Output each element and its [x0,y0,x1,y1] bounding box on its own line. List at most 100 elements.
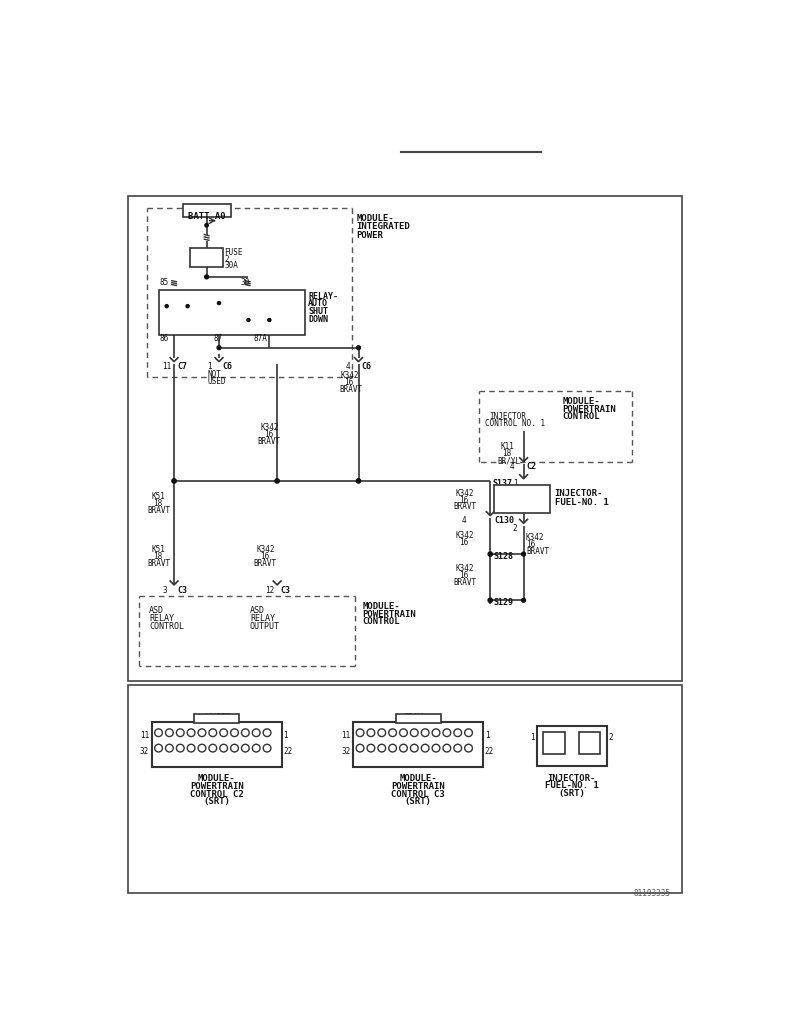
Text: S137: S137 [493,478,513,487]
Circle shape [399,744,407,752]
Text: MODULE-: MODULE- [399,774,437,783]
Circle shape [367,729,375,736]
Circle shape [432,729,440,736]
Text: ASD: ASD [149,606,165,615]
Text: CONTROL: CONTROL [562,413,600,422]
Text: RELAY: RELAY [250,614,275,624]
Text: 16: 16 [460,538,468,547]
Text: 12: 12 [266,586,274,595]
Circle shape [443,744,451,752]
Text: INJECTOR-: INJECTOR- [547,773,596,782]
Circle shape [155,744,162,752]
Text: 30: 30 [240,279,250,288]
Bar [578,732,600,754]
Text: INJECTOR-: INJECTOR- [554,489,603,499]
Bar [543,732,565,754]
Text: MODULE-: MODULE- [562,397,600,406]
Text: K51: K51 [152,493,165,502]
Text: POWERTRAIN: POWERTRAIN [562,404,616,414]
Text: 2: 2 [513,524,517,534]
Text: 3: 3 [162,586,167,595]
Text: K342: K342 [341,371,359,380]
Text: 16: 16 [526,541,536,549]
Text: 2: 2 [225,255,229,263]
Circle shape [165,304,168,307]
Bar [537,726,607,766]
Bar [128,685,683,893]
Circle shape [356,744,364,752]
Text: C7: C7 [177,362,187,372]
Circle shape [488,598,493,602]
Text: 2: 2 [608,733,613,742]
Circle shape [209,729,217,736]
Bar [152,722,282,767]
Text: K342: K342 [456,531,474,540]
Text: 1: 1 [530,733,535,742]
Text: K342: K342 [526,534,544,543]
Text: 30A: 30A [225,261,238,269]
Text: 32: 32 [342,746,350,756]
Circle shape [165,729,173,736]
Circle shape [263,744,271,752]
Circle shape [356,479,361,483]
Text: CONTROL: CONTROL [362,617,400,627]
Text: S128: S128 [494,552,513,561]
Circle shape [247,318,250,322]
Text: RELAY-: RELAY- [308,292,338,300]
Text: WHITE: WHITE [206,714,231,723]
Text: MODULE-: MODULE- [356,214,394,223]
Circle shape [378,729,386,736]
Text: BRAVT: BRAVT [526,547,549,556]
Text: 85: 85 [159,279,168,288]
Circle shape [454,744,462,752]
Text: BATT A0: BATT A0 [187,212,225,221]
Text: 1: 1 [207,362,212,372]
Text: POWER: POWER [356,230,383,240]
Text: (SRT): (SRT) [558,788,585,798]
Text: BRAVT: BRAVT [258,437,281,446]
Circle shape [186,304,189,307]
Text: BRAVT: BRAVT [147,559,170,567]
Circle shape [165,744,173,752]
Circle shape [464,744,472,752]
Text: C130: C130 [494,516,514,525]
Circle shape [488,552,493,556]
Text: CONTROL C3: CONTROL C3 [392,790,445,799]
Text: GRAY: GRAY [403,714,423,723]
Circle shape [231,729,238,736]
Circle shape [176,729,184,736]
Bar [494,484,550,512]
Circle shape [432,744,440,752]
Text: 4: 4 [346,362,350,372]
Text: BRAVT: BRAVT [454,578,477,587]
Text: 87: 87 [214,334,223,343]
Circle shape [198,744,206,752]
Text: 16: 16 [264,430,273,439]
Text: 22: 22 [485,746,494,756]
Circle shape [218,301,221,304]
Circle shape [268,318,271,322]
Circle shape [241,729,249,736]
Circle shape [176,744,184,752]
Circle shape [521,598,525,602]
Text: CONTROL: CONTROL [149,622,184,631]
Bar [396,715,441,724]
Text: MODULE-: MODULE- [362,602,400,611]
Text: (SRT): (SRT) [203,798,230,807]
Circle shape [252,729,260,736]
Circle shape [209,744,217,752]
Text: 16: 16 [460,496,468,505]
Text: C3: C3 [177,586,187,595]
Circle shape [521,552,525,556]
Text: K342: K342 [456,564,474,573]
Text: POWERTRAIN: POWERTRAIN [392,782,445,791]
Circle shape [399,729,407,736]
Text: C2: C2 [527,463,536,471]
Text: 22: 22 [283,746,293,756]
Text: 86: 86 [159,334,168,343]
Circle shape [220,744,228,752]
Text: 81193335: 81193335 [634,889,671,898]
Text: RELAY: RELAY [149,614,174,624]
Bar [353,722,483,767]
Bar [159,290,305,335]
